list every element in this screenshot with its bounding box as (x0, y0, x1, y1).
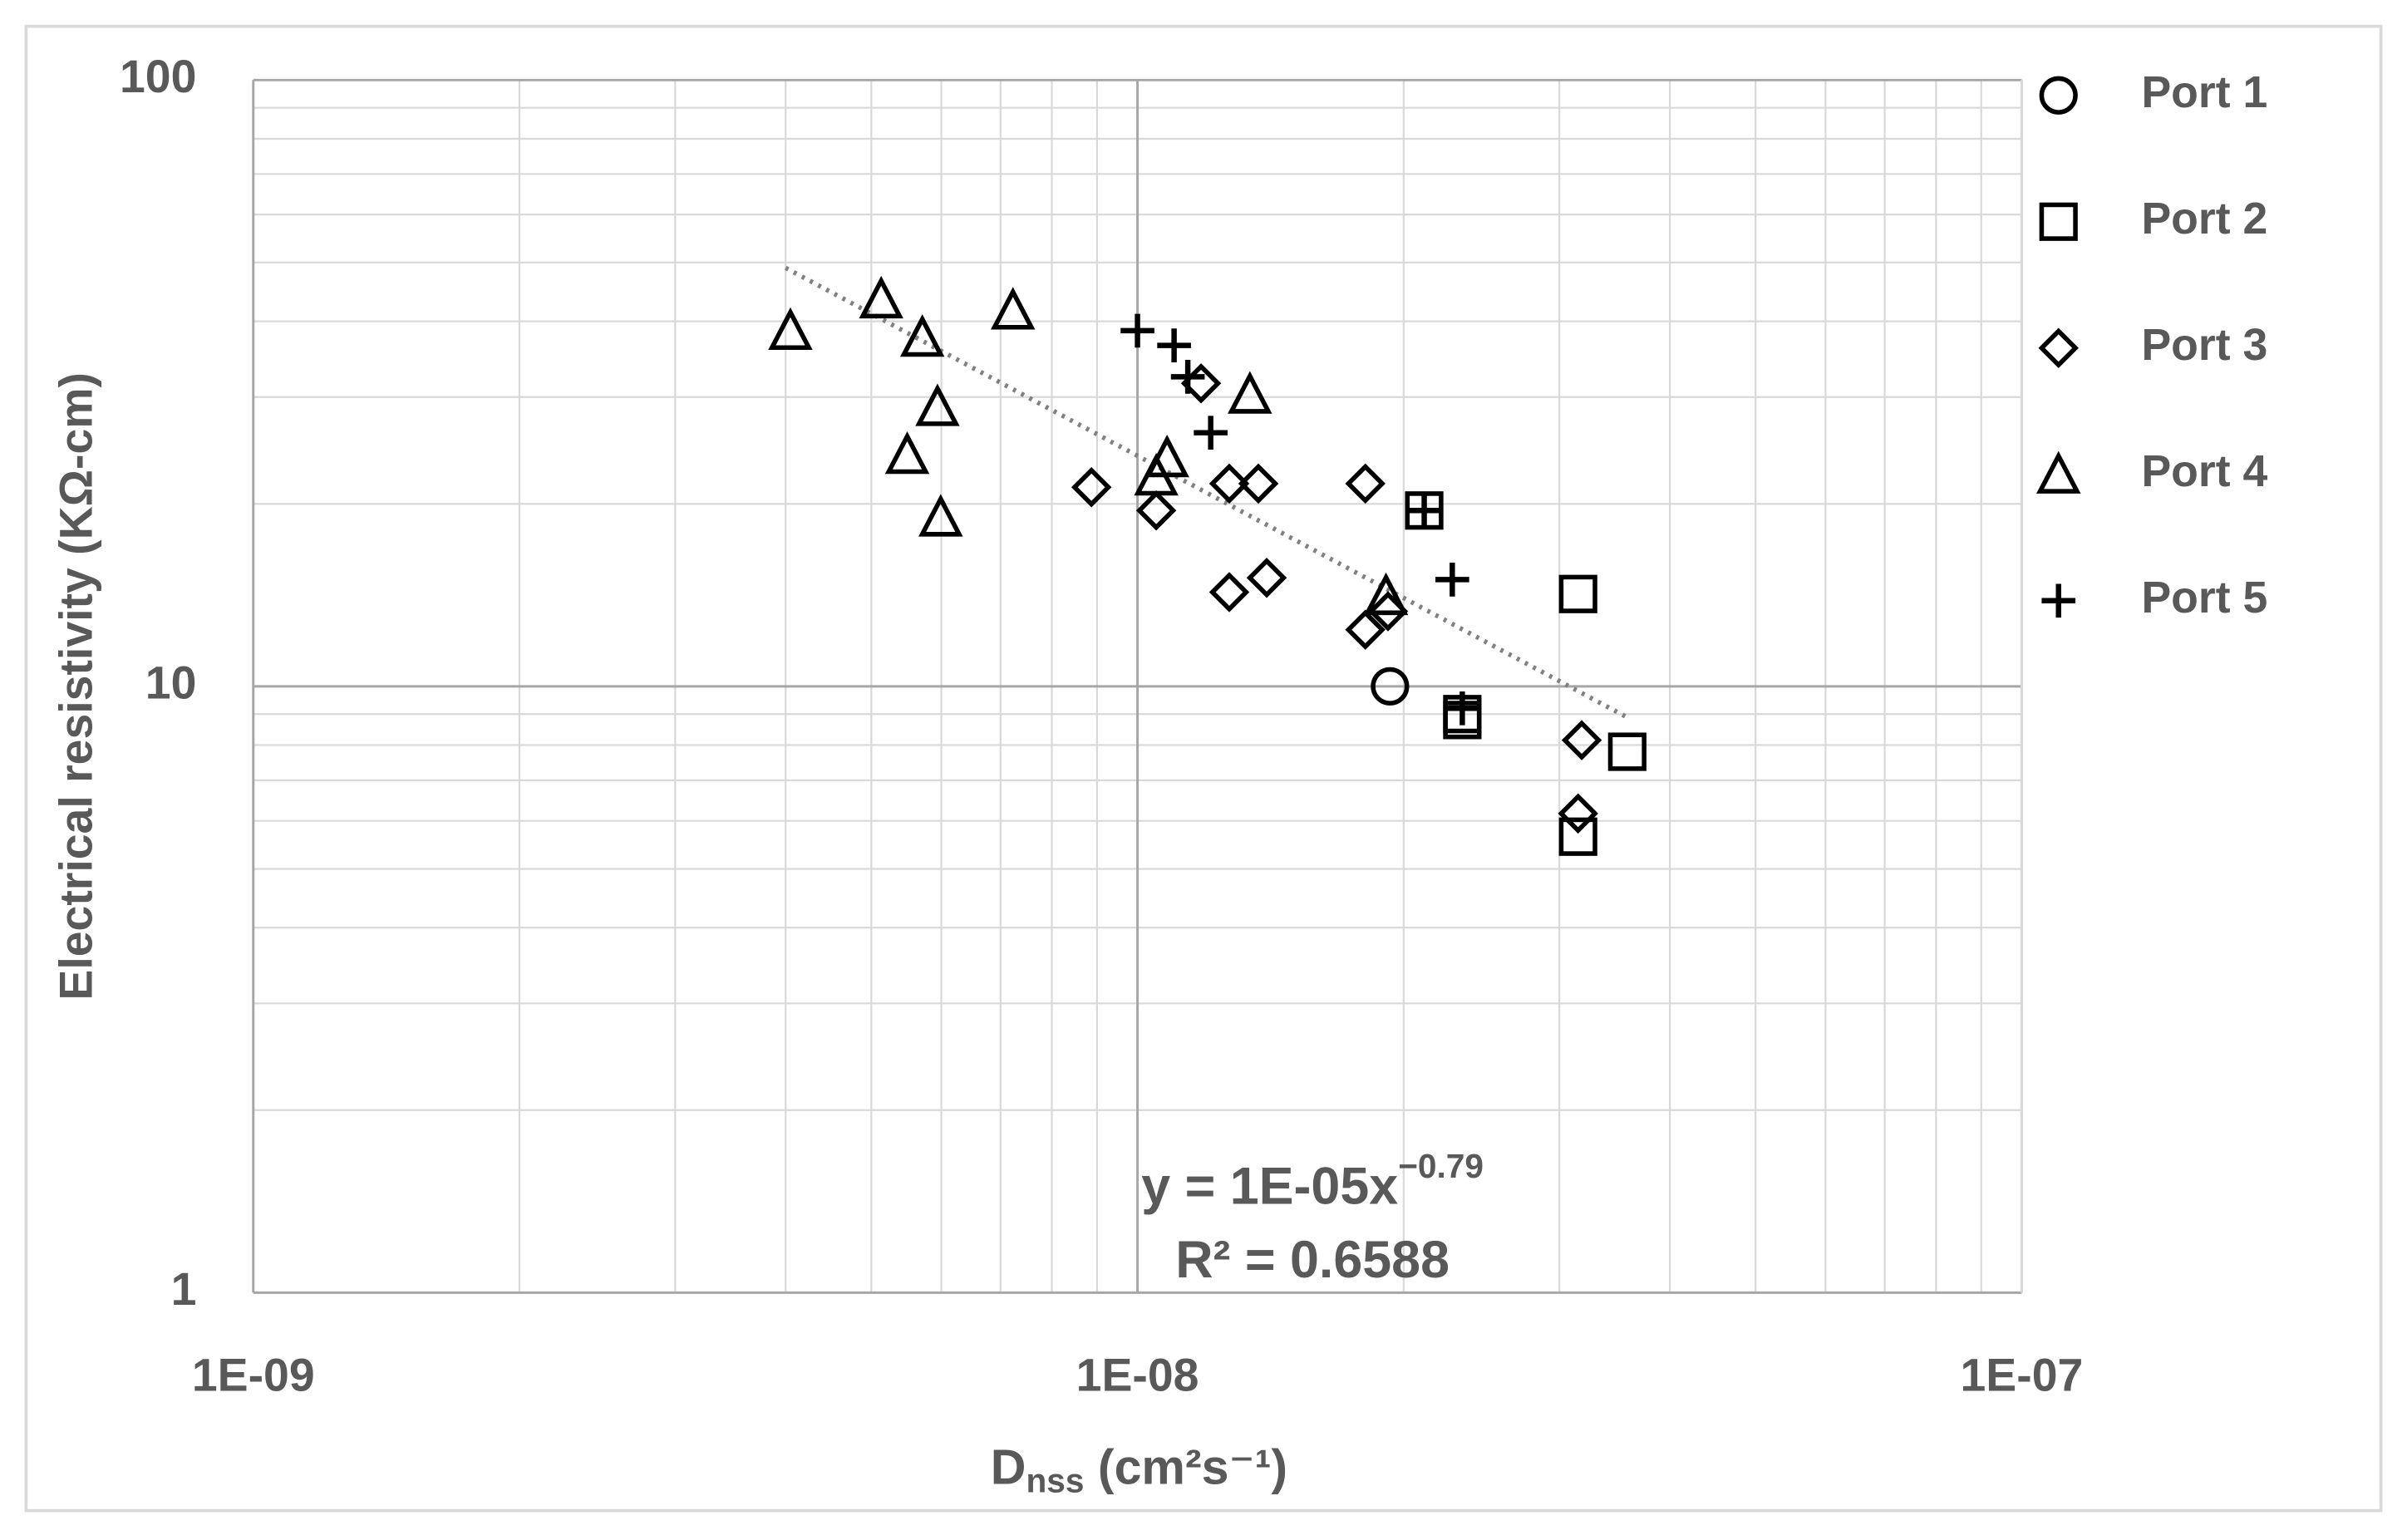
marker-plus (1445, 691, 1479, 726)
x-tick-label: 1E-07 (1961, 1349, 2084, 1400)
y-tick-label: 100 (120, 51, 196, 102)
marker-plus (1194, 416, 1228, 450)
marker-diamond (1208, 463, 1250, 504)
marker-square (1558, 574, 1597, 613)
legend-label: Port 1 (2141, 68, 2267, 117)
r-squared: R² = 0.6588 (1175, 1231, 1450, 1289)
marker-triangle (859, 275, 903, 319)
legend-label: Port 3 (2141, 321, 2267, 370)
marker-plus (1170, 360, 1205, 394)
marker-triangle (884, 431, 930, 475)
x-tick-label: 1E-08 (1076, 1349, 1199, 1400)
x-label-rest: (cm²s⁻¹) (1084, 1439, 1287, 1494)
marker-diamond (1246, 558, 1287, 598)
marker-triangle (2036, 450, 2081, 494)
marker-square (2039, 202, 2078, 241)
trend-equation: y = 1E-05x−0.79 (1141, 1147, 1484, 1216)
x-label-main: D (991, 1439, 1026, 1494)
marker-diamond (2038, 327, 2079, 369)
marker-triangle (768, 307, 813, 350)
marker-circle (1371, 667, 1410, 706)
marker-square (1558, 817, 1597, 856)
marker-plus (2041, 583, 2076, 618)
marker-plus (1120, 313, 1154, 348)
marker-triangle (915, 383, 960, 426)
legend-label: Port 2 (2141, 194, 2267, 244)
legend-label: Port 4 (2141, 447, 2267, 496)
equation-text: y = 1E-05x (1141, 1157, 1398, 1215)
marker-diamond (1558, 793, 1598, 834)
marker-plus (1407, 493, 1441, 528)
y-axis-label: Electrical resistivity (KΩ-cm) (51, 372, 102, 1001)
marker-diamond (1208, 572, 1250, 613)
marker-triangle (1363, 572, 1409, 616)
grid (252, 78, 2023, 1294)
marker-diamond (1345, 463, 1386, 504)
marker-triangle (918, 494, 963, 537)
marker-triangle (899, 314, 945, 357)
marker-diamond (1238, 463, 1279, 504)
marker-circle (2039, 76, 2078, 115)
marker-triangle (1228, 371, 1272, 414)
marks (768, 265, 1647, 856)
marker-diamond (1345, 609, 1386, 650)
y-tick-label: 10 (145, 657, 197, 708)
marker-square (1607, 732, 1647, 771)
x-axis-label: Dnss (cm²s⁻¹) (991, 1439, 1287, 1499)
trendline (784, 265, 1631, 721)
marker-diamond (1135, 490, 1177, 531)
x-tick-label: 1E-09 (192, 1349, 315, 1400)
marker-plus (1435, 563, 1469, 597)
equation-exponent: −0.79 (1398, 1147, 1484, 1185)
legend-label: Port 5 (2141, 573, 2267, 622)
y-tick-label: 1 (171, 1263, 197, 1315)
chart-border (24, 24, 2383, 1513)
marker-diamond (1071, 467, 1112, 508)
marker-triangle (1134, 453, 1179, 496)
marker-plus (1157, 328, 1191, 362)
x-label-sub: nss (1026, 1461, 1084, 1499)
marker-triangle (990, 287, 1036, 330)
marker-diamond (1561, 720, 1602, 760)
